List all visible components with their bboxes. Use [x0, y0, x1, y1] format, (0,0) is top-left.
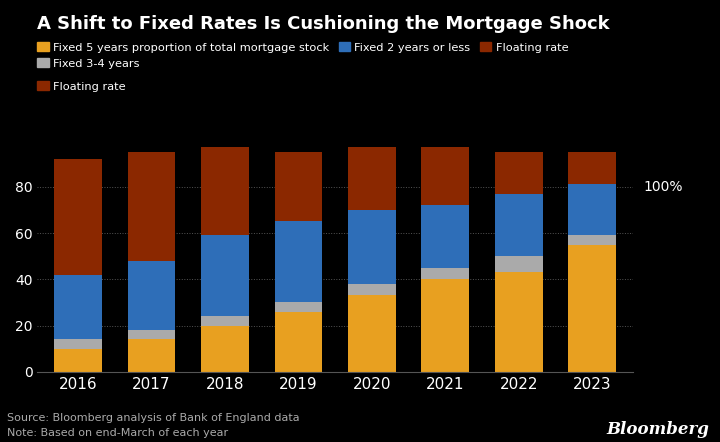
Legend: Floating rate: Floating rate — [37, 81, 126, 91]
Bar — [127, 261, 175, 330]
Bar — [421, 279, 469, 372]
Bar — [54, 159, 102, 274]
Bar — [569, 235, 616, 244]
Bar — [127, 339, 175, 372]
Bar — [569, 152, 616, 184]
Bar — [201, 235, 249, 316]
Bar — [201, 326, 249, 372]
Bar — [54, 339, 102, 349]
Bar — [421, 148, 469, 205]
Bar — [348, 295, 396, 372]
Bar — [54, 349, 102, 372]
Text: A Shift to Fixed Rates Is Cushioning the Mortgage Shock: A Shift to Fixed Rates Is Cushioning the… — [37, 15, 610, 33]
Text: Bloomberg: Bloomberg — [606, 421, 709, 438]
Bar — [274, 152, 323, 221]
Bar — [274, 302, 323, 312]
Bar — [569, 184, 616, 235]
Bar — [127, 152, 175, 261]
Bar — [421, 268, 469, 279]
Bar — [348, 148, 396, 210]
Bar — [495, 272, 543, 372]
Bar — [274, 221, 323, 302]
Bar — [495, 152, 543, 194]
Bar — [348, 210, 396, 284]
Bar — [201, 148, 249, 235]
Bar — [54, 274, 102, 339]
Bar — [421, 205, 469, 268]
Bar — [495, 194, 543, 256]
Bar — [274, 312, 323, 372]
Bar — [495, 256, 543, 272]
Bar — [569, 244, 616, 372]
Text: 100%: 100% — [644, 180, 683, 194]
Bar — [201, 316, 249, 326]
Bar — [348, 284, 396, 295]
Text: Source: Bloomberg analysis of Bank of England data
Note: Based on end-March of e: Source: Bloomberg analysis of Bank of En… — [7, 413, 300, 438]
Bar — [127, 330, 175, 339]
